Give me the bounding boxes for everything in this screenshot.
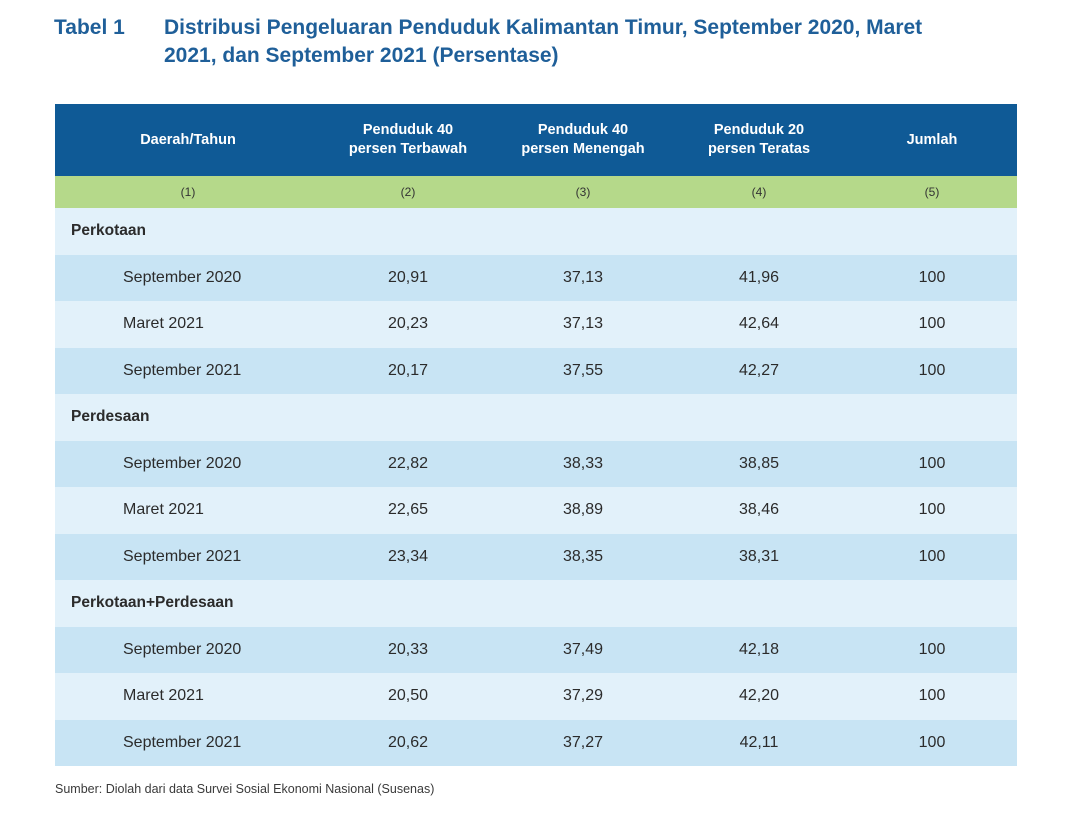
group-label: Perdesaan bbox=[55, 394, 1017, 441]
header-top-20-line-2: persen Teratas bbox=[707, 141, 811, 157]
header-bottom-40-line-1: Penduduk 40 bbox=[362, 122, 454, 138]
middle40-cell: 37,29 bbox=[495, 673, 671, 720]
table-row: Maret 2021 20,50 37,29 42,20 100 bbox=[55, 673, 1017, 720]
group-label: Perkotaan bbox=[55, 208, 1017, 255]
group-label: Perkotaan+Perdesaan bbox=[55, 580, 1017, 627]
bottom40-cell: 22,65 bbox=[321, 487, 495, 534]
period-cell: September 2020 bbox=[55, 254, 321, 301]
period-cell: September 2021 bbox=[55, 347, 321, 394]
column-number: (3) bbox=[495, 176, 671, 208]
source-note: Sumber: Diolah dari data Survei Sosial E… bbox=[55, 782, 435, 796]
period-cell: September 2021 bbox=[55, 533, 321, 580]
column-number: (1) bbox=[55, 176, 321, 208]
table-row: September 2020 22,82 38,33 38,85 100 bbox=[55, 440, 1017, 487]
header-bottom-40: Penduduk 40 persen Terbawah bbox=[321, 104, 495, 176]
total-cell: 100 bbox=[847, 673, 1017, 720]
group-row-perkotaan-perdesaan: Perkotaan+Perdesaan bbox=[55, 580, 1017, 627]
bottom40-cell: 20,17 bbox=[321, 347, 495, 394]
total-cell: 100 bbox=[847, 533, 1017, 580]
period-cell: Maret 2021 bbox=[55, 301, 321, 348]
middle40-cell: 37,49 bbox=[495, 626, 671, 673]
column-number: (2) bbox=[321, 176, 495, 208]
table-caption: Tabel 1 Distribusi Pengeluaran Penduduk … bbox=[54, 14, 1034, 70]
period-cell: September 2020 bbox=[55, 440, 321, 487]
table-title-line-1: Distribusi Pengeluaran Penduduk Kalimant… bbox=[164, 16, 923, 39]
total-cell: 100 bbox=[847, 254, 1017, 301]
table-row: Maret 2021 20,23 37,13 42,64 100 bbox=[55, 301, 1017, 348]
column-number: (5) bbox=[847, 176, 1017, 208]
group-row-perdesaan: Perdesaan bbox=[55, 394, 1017, 441]
table-title-line-2: 2021, dan September 2021 (Persentase) bbox=[164, 44, 559, 67]
top20-cell: 42,18 bbox=[671, 626, 847, 673]
middle40-cell: 37,13 bbox=[495, 254, 671, 301]
bottom40-cell: 20,62 bbox=[321, 719, 495, 766]
table-row: September 2021 20,17 37,55 42,27 100 bbox=[55, 347, 1017, 394]
top20-cell: 42,11 bbox=[671, 719, 847, 766]
middle40-cell: 37,55 bbox=[495, 347, 671, 394]
distribution-table: Daerah/Tahun Penduduk 40 persen Terbawah… bbox=[55, 104, 1017, 766]
total-cell: 100 bbox=[847, 347, 1017, 394]
total-cell: 100 bbox=[847, 719, 1017, 766]
period-cell: Maret 2021 bbox=[55, 487, 321, 534]
table-row: September 2021 20,62 37,27 42,11 100 bbox=[55, 719, 1017, 766]
bottom40-cell: 22,82 bbox=[321, 440, 495, 487]
header-region-year: Daerah/Tahun bbox=[55, 104, 321, 176]
period-cell: September 2020 bbox=[55, 626, 321, 673]
top20-cell: 42,27 bbox=[671, 347, 847, 394]
total-cell: 100 bbox=[847, 440, 1017, 487]
column-number-row: (1) (2) (3) (4) (5) bbox=[55, 176, 1017, 208]
table-row: Maret 2021 22,65 38,89 38,46 100 bbox=[55, 487, 1017, 534]
bottom40-cell: 20,50 bbox=[321, 673, 495, 720]
total-cell: 100 bbox=[847, 487, 1017, 534]
top20-cell: 38,46 bbox=[671, 487, 847, 534]
table-title: Distribusi Pengeluaran Penduduk Kalimant… bbox=[164, 14, 1034, 70]
header-middle-40-line-2: persen Menengah bbox=[521, 141, 645, 157]
bottom40-cell: 23,34 bbox=[321, 533, 495, 580]
header-total: Jumlah bbox=[847, 104, 1017, 176]
bottom40-cell: 20,23 bbox=[321, 301, 495, 348]
total-cell: 100 bbox=[847, 626, 1017, 673]
table-header-row: Daerah/Tahun Penduduk 40 persen Terbawah… bbox=[55, 104, 1017, 176]
distribution-table-container: Daerah/Tahun Penduduk 40 persen Terbawah… bbox=[55, 104, 1017, 766]
table-number: Tabel 1 bbox=[54, 16, 125, 39]
header-top-20: Penduduk 20 persen Teratas bbox=[671, 104, 847, 176]
bottom40-cell: 20,33 bbox=[321, 626, 495, 673]
table-row: September 2021 23,34 38,35 38,31 100 bbox=[55, 533, 1017, 580]
header-total-label: Jumlah bbox=[906, 131, 958, 148]
header-region-year-label: Daerah/Tahun bbox=[140, 131, 236, 148]
middle40-cell: 38,33 bbox=[495, 440, 671, 487]
middle40-cell: 37,13 bbox=[495, 301, 671, 348]
group-row-perkotaan: Perkotaan bbox=[55, 208, 1017, 255]
middle40-cell: 38,35 bbox=[495, 533, 671, 580]
table-row: September 2020 20,91 37,13 41,96 100 bbox=[55, 254, 1017, 301]
top20-cell: 42,64 bbox=[671, 301, 847, 348]
column-number: (4) bbox=[671, 176, 847, 208]
header-middle-40: Penduduk 40 persen Menengah bbox=[495, 104, 671, 176]
middle40-cell: 37,27 bbox=[495, 719, 671, 766]
header-middle-40-line-1: Penduduk 40 bbox=[537, 122, 629, 138]
total-cell: 100 bbox=[847, 301, 1017, 348]
period-cell: September 2021 bbox=[55, 719, 321, 766]
top20-cell: 38,31 bbox=[671, 533, 847, 580]
top20-cell: 38,85 bbox=[671, 440, 847, 487]
period-cell: Maret 2021 bbox=[55, 673, 321, 720]
bottom40-cell: 20,91 bbox=[321, 254, 495, 301]
top20-cell: 42,20 bbox=[671, 673, 847, 720]
table-row: September 2020 20,33 37,49 42,18 100 bbox=[55, 626, 1017, 673]
middle40-cell: 38,89 bbox=[495, 487, 671, 534]
top20-cell: 41,96 bbox=[671, 254, 847, 301]
header-top-20-line-1: Penduduk 20 bbox=[713, 122, 805, 138]
header-bottom-40-line-2: persen Terbawah bbox=[348, 141, 468, 157]
